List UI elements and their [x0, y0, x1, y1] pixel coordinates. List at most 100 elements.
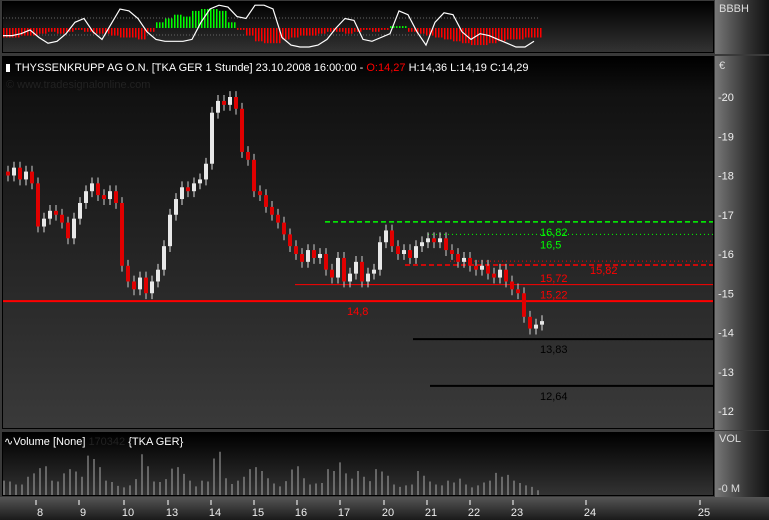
histogram-bar [30, 28, 32, 36]
candle-body [288, 234, 292, 247]
price-tick-label: -19 [718, 131, 734, 143]
candle-icon [6, 64, 10, 72]
indicator-label: BBBH [719, 3, 749, 15]
histogram-bar [369, 28, 371, 30]
histogram-bar [57, 28, 59, 34]
time-tick-label: 23 [511, 507, 523, 519]
histogram-bar [81, 28, 83, 30]
histogram-bar [207, 9, 209, 28]
high-value: H:14,36 [408, 62, 448, 74]
histogram-bar [447, 28, 449, 40]
candle-body [204, 163, 208, 180]
candle-body [198, 179, 202, 184]
candle-body [258, 191, 262, 196]
histogram-bar [36, 28, 38, 36]
histogram-bar [480, 28, 482, 46]
candle-body [534, 324, 538, 329]
histogram-bar [153, 28, 155, 32]
candle-body [342, 257, 346, 282]
histogram-bar [222, 10, 224, 28]
time-axis[interactable] [0, 497, 769, 520]
histogram-bar [225, 10, 227, 28]
histogram-bar [237, 28, 239, 30]
currency-label: € [719, 60, 726, 72]
candle-body [282, 222, 286, 235]
histogram-bar [204, 9, 206, 28]
candle-body [222, 100, 226, 105]
histogram-bar [12, 28, 14, 38]
histogram-bar [282, 28, 284, 40]
histogram-bar [519, 28, 521, 40]
candle-body [144, 277, 148, 294]
histogram-bar [387, 28, 389, 30]
level-label: 12,64 [540, 391, 568, 403]
candle-body [126, 265, 130, 282]
histogram-bar [126, 28, 128, 38]
candle-body [18, 167, 22, 180]
histogram-bar [60, 28, 62, 34]
histogram-bar [309, 28, 311, 36]
time-tick-label: 13 [166, 507, 178, 519]
close-value: C:14,29 [489, 62, 529, 74]
candle-body [504, 269, 508, 282]
candle-body [414, 246, 418, 258]
histogram-bar [306, 28, 308, 36]
histogram-bar [108, 28, 110, 34]
histogram-bar [507, 28, 509, 40]
time-tick-label: 22 [468, 507, 480, 519]
histogram-bar [162, 22, 164, 28]
volume-title: Volume [None] [13, 436, 86, 448]
candle-body [468, 257, 472, 266]
histogram-bar [354, 28, 356, 32]
watermark: © www.tradesignalonline.com [6, 79, 151, 91]
candle-body [522, 293, 526, 317]
histogram-bar [189, 16, 191, 28]
candle-body [402, 250, 406, 254]
histogram-bar [456, 28, 458, 42]
histogram-bar [66, 28, 68, 32]
candle-body [354, 261, 358, 274]
histogram-bar [351, 28, 353, 34]
histogram-bar [267, 28, 269, 44]
candle-body [30, 171, 34, 184]
histogram-bar [105, 28, 107, 34]
histogram-bar [342, 28, 344, 32]
histogram-bar [132, 28, 134, 38]
candle-body [102, 195, 106, 200]
histogram-bar [348, 28, 350, 34]
histogram-bar [534, 28, 536, 38]
histogram-bar [390, 26, 392, 28]
histogram-bar [297, 28, 299, 38]
candle-body [120, 202, 124, 266]
histogram-bar [234, 22, 236, 28]
candle-body [174, 199, 178, 215]
candle-body [384, 230, 388, 243]
volume-axis-label: VOL [719, 433, 742, 445]
histogram-bar [213, 9, 215, 28]
candle-body [390, 230, 394, 247]
candle-body [270, 206, 274, 215]
histogram-bar [357, 28, 359, 32]
candle-body [432, 238, 436, 243]
histogram-bar [3, 28, 5, 38]
histogram-bar [414, 28, 416, 32]
histogram-bar [99, 28, 101, 34]
histogram-bar [285, 28, 287, 40]
histogram-bar [168, 18, 170, 28]
histogram-bar [438, 28, 440, 38]
candle-body [438, 238, 442, 243]
candle-body [474, 265, 478, 270]
histogram-bar [453, 28, 455, 42]
indicator-axis: BBBH [715, 0, 769, 54]
level-label: 15,82 [590, 265, 618, 277]
open-value: O:14,27 [366, 62, 406, 74]
histogram-bar [426, 28, 428, 36]
histogram-bar [216, 9, 218, 28]
candle-body [306, 250, 310, 262]
price-axis[interactable]: € [715, 56, 769, 430]
candle-body [240, 108, 244, 152]
histogram-bar [522, 28, 524, 40]
level-label: 14,8 [347, 306, 368, 318]
histogram-bar [399, 26, 401, 28]
histogram-bar [429, 28, 431, 36]
